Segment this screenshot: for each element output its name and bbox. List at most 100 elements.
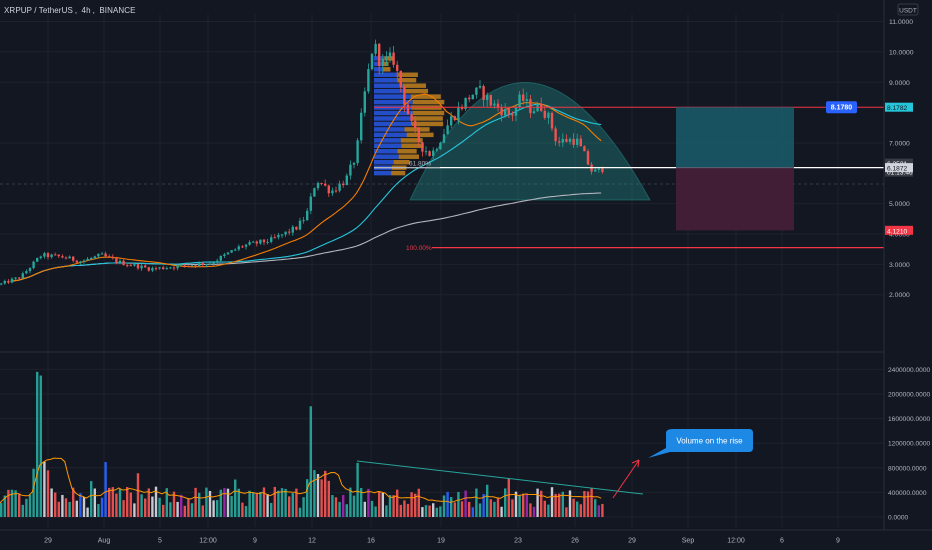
time-tick-label: 12:00 [727, 538, 745, 545]
vp-row-buy [374, 143, 402, 149]
candle-body [18, 277, 21, 279]
moving-average-long [10, 192, 602, 282]
candle-body [374, 43, 377, 54]
volume-bar [266, 494, 269, 517]
candle-body [266, 241, 269, 243]
interval-label[interactable]: 4h [81, 6, 91, 15]
volume-bar [302, 497, 305, 517]
candle-body [309, 196, 312, 211]
volume-bar [295, 488, 298, 517]
candle-body [554, 128, 557, 142]
candle-body [316, 183, 320, 189]
volume-bar [190, 503, 194, 517]
volume-bar [205, 487, 208, 517]
volume-bar [356, 462, 359, 517]
volume-bar [529, 503, 532, 517]
volume-bar [363, 501, 366, 517]
candle-body [32, 261, 35, 269]
time-tick-label: 26 [571, 538, 579, 545]
candle-body [453, 116, 456, 121]
candle-body [212, 262, 215, 264]
vp-row-sell [412, 121, 444, 127]
vp-row-sell [398, 72, 418, 78]
volume-bar [370, 500, 374, 517]
volume-bar [446, 491, 449, 517]
candle-body [259, 239, 262, 244]
candle-body [61, 256, 64, 258]
volume-bar [32, 468, 35, 517]
time-tick-label: Aug [98, 538, 111, 545]
candle-body [100, 253, 104, 255]
candle-body [54, 254, 57, 256]
candle-body [165, 268, 168, 270]
volume-bar [601, 503, 604, 517]
volume-bar [424, 505, 428, 517]
volume-tick-label: 1600000.0000 [888, 416, 931, 423]
vp-row-buy [374, 121, 413, 127]
volume-bar [417, 488, 420, 517]
candle-body [529, 99, 532, 114]
candle-body [72, 256, 75, 261]
time-tick-label: 9 [836, 538, 840, 545]
candle-body [180, 264, 183, 266]
volume-bar [540, 490, 543, 517]
vp-row-sell [404, 127, 430, 132]
candle-body [43, 253, 46, 257]
symbol-label[interactable]: XRPUP / TetherUS [4, 6, 73, 15]
volume-bar [558, 493, 561, 517]
volume-bar [208, 490, 212, 517]
time-tick-label: Sep [682, 538, 695, 545]
volume-bar [486, 484, 489, 517]
support-price-tag-box [885, 163, 913, 173]
volume-bar [226, 488, 230, 517]
candle-body [194, 265, 197, 267]
candle-body [568, 138, 572, 142]
volume-bar [396, 489, 399, 517]
volume-bar [554, 493, 557, 517]
time-tick-label: 12:00 [199, 538, 217, 545]
volume-bar [493, 501, 496, 517]
volume-tick-label: 2000000.0000 [888, 392, 931, 399]
candle-body [291, 226, 294, 233]
volume-bar [216, 500, 219, 517]
candle-body [421, 142, 424, 152]
fib-label-100: 100.00% [406, 245, 432, 252]
candle-body [288, 231, 291, 233]
volume-bar [442, 495, 446, 517]
volume-bar [547, 504, 550, 517]
candle-body [489, 95, 492, 106]
candle-body [158, 267, 161, 269]
volume-bar [324, 470, 327, 517]
stop-price-tag-box [885, 225, 913, 235]
candle-body [511, 114, 514, 116]
volume-bar [198, 492, 201, 517]
volume-bar [75, 500, 78, 517]
volume-bar [572, 498, 575, 517]
candle-body [82, 260, 86, 262]
volume-bar [576, 501, 579, 517]
volume-bar [86, 507, 89, 517]
volume-bar [518, 495, 521, 517]
volume-bar [136, 473, 140, 517]
volume-bar [496, 498, 500, 517]
volume-bar [115, 493, 118, 517]
volume-bar [10, 489, 14, 517]
fib-label-618: 61.80% [409, 161, 431, 168]
grid-lines [0, 14, 884, 527]
candle-body [414, 120, 417, 128]
candle-body [450, 116, 453, 126]
candle-body [360, 112, 363, 141]
candle-body [36, 257, 39, 262]
candle-body [230, 250, 233, 253]
volume-bar [511, 499, 514, 517]
volume-bar [270, 502, 273, 517]
volume-bar [64, 498, 68, 517]
volume-bar [241, 502, 244, 517]
volume-bar [72, 487, 75, 517]
candle-body [406, 104, 410, 115]
candle-body [442, 134, 446, 143]
time-tick-label: 12 [308, 538, 316, 545]
candle-body [187, 265, 190, 267]
volume-bar [306, 479, 309, 517]
